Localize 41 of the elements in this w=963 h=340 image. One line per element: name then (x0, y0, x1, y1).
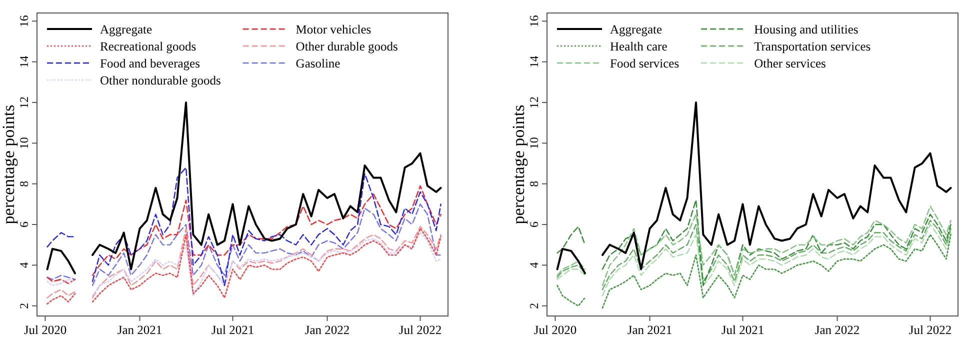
y-tick-label: 12 (527, 96, 541, 108)
x-tick-label: Jan 2022 (304, 323, 350, 337)
y-tick-label: 6 (527, 221, 541, 228)
y-axis-title: percentage points (0, 104, 18, 224)
y-tick-label: 10 (17, 137, 31, 150)
x-tick-label: Jul 2022 (398, 323, 442, 337)
x-tick-label: Jan 2022 (814, 323, 860, 337)
y-tick-label: 14 (17, 56, 31, 68)
legend-label: Transportation services (754, 40, 871, 54)
y-tick-label: 14 (527, 56, 541, 68)
x-tick-label: Jul 2020 (24, 323, 67, 337)
legend-label: Aggregate (610, 22, 663, 36)
y-tick-label: 4 (17, 262, 31, 268)
x-tick-label: Jul 2022 (908, 323, 952, 337)
legend-label: Other nondurable goods (100, 74, 221, 88)
legend-label: Food and beverages (100, 56, 200, 70)
y-tick-label: 8 (527, 180, 541, 187)
x-tick-label: Jul 2021 (211, 323, 254, 337)
y-tick-label: 16 (527, 15, 541, 28)
legend-label: Other durable goods (296, 40, 398, 54)
y-tick-label: 4 (527, 262, 541, 268)
y-tick-label: 8 (17, 180, 31, 187)
x-tick-label: Jul 2020 (534, 323, 577, 337)
legend-label: Health care (610, 40, 668, 54)
legend-label: Recreational goods (100, 40, 196, 54)
y-tick-label: 16 (17, 15, 31, 28)
legend-label: Aggregate (100, 22, 153, 36)
y-tick-label: 2 (17, 302, 31, 309)
legend-label: Housing and utilities (754, 22, 858, 36)
y-tick-label: 6 (17, 221, 31, 228)
y-tick-label: 2 (527, 302, 541, 309)
y-tick-label: 10 (527, 137, 541, 150)
y-tick-label: 12 (17, 96, 31, 108)
legend-label: Motor vehicles (296, 22, 372, 36)
x-tick-label: Jan 2021 (627, 323, 672, 337)
legend-label: Food services (610, 56, 680, 70)
y-axis-title: percentage points (509, 104, 528, 224)
legend-label: Gasoline (296, 56, 341, 70)
x-tick-label: Jan 2021 (117, 323, 162, 337)
x-tick-label: Jul 2021 (721, 323, 764, 337)
legend-label: Other services (754, 56, 826, 70)
